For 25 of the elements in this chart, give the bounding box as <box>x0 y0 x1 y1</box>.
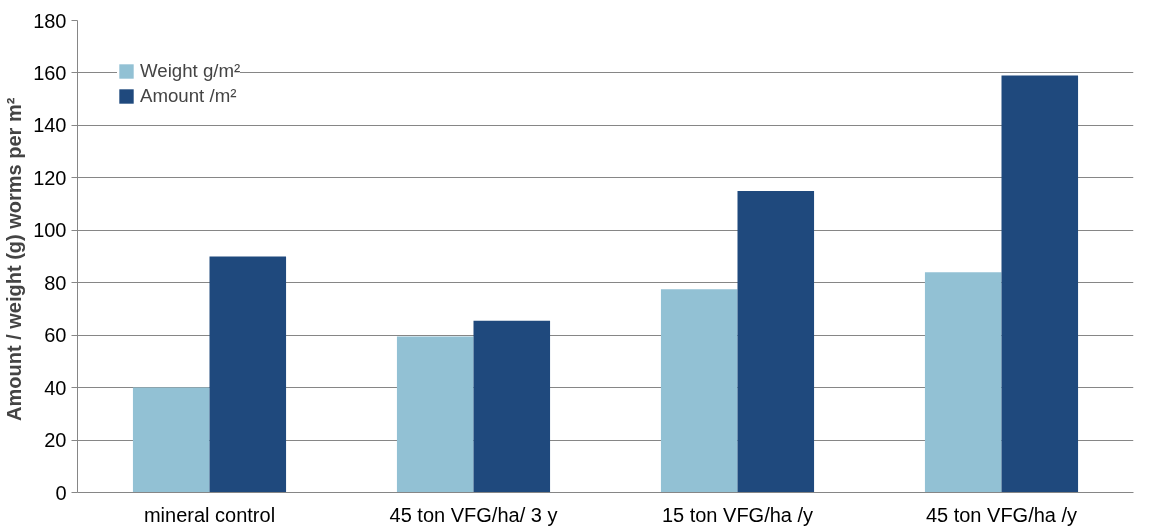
y-tick-label: 160 <box>33 61 67 84</box>
legend-label: Amount /m² <box>140 85 237 107</box>
y-tick-label: 180 <box>33 9 67 32</box>
y-tick-label: 40 <box>44 376 67 399</box>
y-tick-label: 0 <box>55 481 67 504</box>
y-tick-label: 20 <box>44 429 67 452</box>
x-tick-label: mineral control <box>143 503 276 526</box>
bar <box>924 272 1002 493</box>
bar <box>1001 75 1079 493</box>
legend-label: Weight g/m² <box>140 60 241 82</box>
y-tick-label: 60 <box>44 324 67 347</box>
bar <box>396 336 474 493</box>
x-tick-label: 15 ton VFG/ha /y <box>661 503 814 526</box>
y-tick-label: 140 <box>33 114 67 137</box>
y-axis-title: Amount / weight (g) worms per m² <box>3 97 26 421</box>
bar <box>209 256 287 493</box>
x-tick-label: 45 ton VFG/ha/ 3 y <box>389 503 558 526</box>
bar <box>660 289 738 493</box>
bar <box>737 190 815 493</box>
bar <box>473 320 551 493</box>
y-tick-label: 100 <box>33 219 67 242</box>
y-tick-label: 120 <box>33 166 67 189</box>
y-tick-label: 80 <box>44 271 67 294</box>
bar <box>132 387 210 493</box>
x-tick-label: 45 ton VFG/ha /y <box>925 503 1078 526</box>
